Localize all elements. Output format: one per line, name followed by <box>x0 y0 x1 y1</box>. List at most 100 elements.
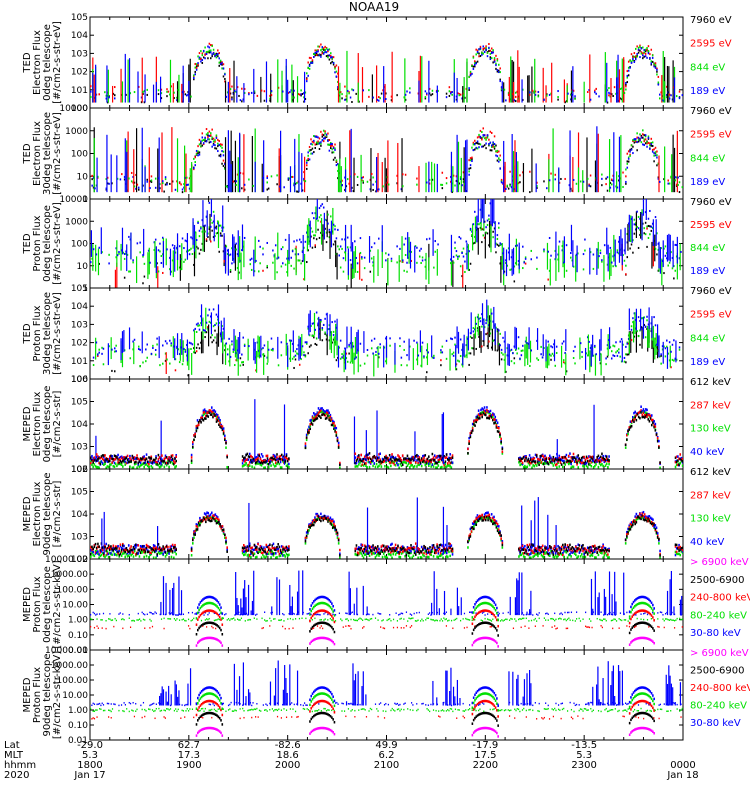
data-point <box>162 182 164 184</box>
data-point <box>604 244 606 246</box>
data-point <box>642 47 644 49</box>
data-point <box>402 464 404 467</box>
data-point <box>136 454 138 457</box>
data-point <box>612 345 614 347</box>
data-point <box>669 262 671 264</box>
data-point <box>360 252 362 254</box>
data-point <box>631 149 633 151</box>
data-point <box>286 343 288 345</box>
data-point <box>634 219 636 221</box>
data-point <box>648 218 650 220</box>
data-point <box>375 466 377 469</box>
data-point <box>505 188 507 190</box>
data-point <box>497 238 499 240</box>
data-point <box>323 47 325 49</box>
data-point <box>494 143 496 145</box>
data-point <box>483 145 485 147</box>
data-point <box>206 133 208 135</box>
data-marks <box>91 126 683 193</box>
data-point <box>401 357 403 359</box>
data-point <box>655 62 657 64</box>
y-tick-label: 1000 <box>65 217 88 227</box>
data-point <box>514 99 516 101</box>
y-tick-label: 1000 <box>65 127 88 137</box>
data-point <box>196 63 198 65</box>
data-point <box>258 270 260 272</box>
data-point <box>186 94 188 96</box>
data-point <box>588 341 590 343</box>
data-point <box>220 225 222 227</box>
data-point <box>250 263 252 265</box>
data-point <box>378 238 380 240</box>
data-point <box>192 441 194 444</box>
data-point <box>290 340 292 342</box>
data-point <box>636 149 638 151</box>
data-point <box>108 466 110 469</box>
data-point <box>207 51 209 53</box>
data-point <box>213 339 215 341</box>
data-point <box>357 262 359 264</box>
data-point <box>132 259 134 261</box>
data-point <box>322 139 324 141</box>
data-point <box>399 248 401 250</box>
data-point <box>309 68 311 70</box>
data-point <box>435 251 437 253</box>
data-point <box>549 179 551 181</box>
data-point <box>206 128 208 130</box>
data-point <box>164 466 166 469</box>
data-point <box>560 178 562 180</box>
data-point <box>285 264 287 266</box>
data-point <box>161 454 163 457</box>
data-point <box>646 47 648 49</box>
data-point <box>289 91 291 93</box>
data-point <box>653 316 655 318</box>
data-point <box>488 218 490 220</box>
data-point <box>646 141 648 143</box>
data-point <box>211 45 213 47</box>
data-point <box>306 341 308 343</box>
data-point <box>636 137 638 139</box>
data-point <box>202 52 204 54</box>
data-point <box>467 448 469 451</box>
data-point <box>230 254 232 256</box>
data-point <box>648 225 650 227</box>
data-point <box>679 191 681 193</box>
data-point <box>202 136 204 138</box>
data-point <box>416 178 418 180</box>
data-point <box>216 232 218 234</box>
data-point <box>314 244 316 246</box>
data-point <box>317 45 319 47</box>
data-point <box>155 349 157 351</box>
data-point <box>166 91 168 93</box>
data-point <box>180 183 182 185</box>
data-point <box>165 178 167 180</box>
data-point <box>331 143 333 145</box>
data-point <box>642 57 644 59</box>
data-point <box>491 313 493 315</box>
data-point <box>635 138 637 140</box>
data-point <box>131 180 133 182</box>
data-point <box>595 88 597 90</box>
data-point <box>364 363 366 365</box>
data-point <box>374 338 376 340</box>
data-point <box>607 190 609 192</box>
data-point <box>323 324 325 326</box>
data-point <box>204 330 206 332</box>
data-point <box>369 466 371 469</box>
data-point <box>183 348 185 350</box>
data-point <box>224 73 226 75</box>
data-point <box>299 239 301 241</box>
data-point <box>306 78 308 80</box>
data-point <box>406 354 408 356</box>
y-axis-label: [#/cm2-s-str-eV] <box>52 292 63 375</box>
data-point <box>235 180 237 182</box>
data-point <box>502 354 504 356</box>
data-point <box>632 317 634 319</box>
data-point <box>313 217 315 219</box>
data-point <box>337 229 339 231</box>
data-point <box>453 262 455 264</box>
data-point <box>659 94 661 96</box>
data-point <box>338 254 340 256</box>
data-point <box>490 53 492 55</box>
data-point <box>514 357 516 359</box>
